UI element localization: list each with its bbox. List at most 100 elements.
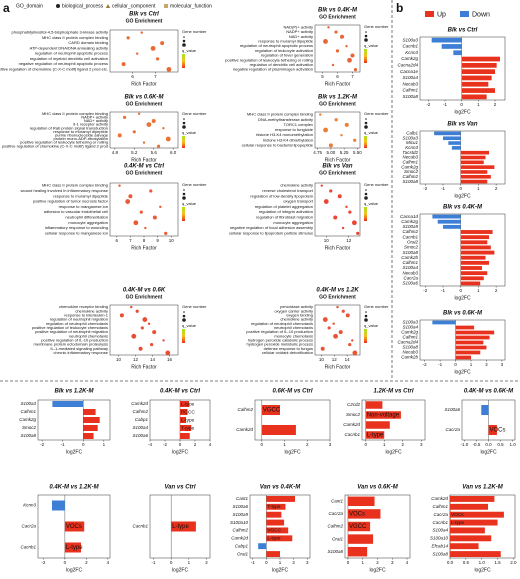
bar	[83, 425, 98, 431]
gene-label: Calhm2	[327, 524, 343, 529]
color-legend-bar	[364, 329, 367, 343]
x-tick-label: 2	[306, 442, 309, 447]
dot	[126, 36, 130, 40]
bar-label: VGCC	[349, 524, 367, 530]
x-tick-label: 0	[82, 442, 85, 447]
gene-label: Cacnb1	[344, 432, 360, 437]
dot	[144, 226, 147, 230]
size-legend-marker	[182, 43, 186, 47]
chart-title: Blk vs 1.2K-M	[318, 95, 358, 101]
dot	[336, 305, 339, 309]
term-label: positive regulation of chemokine (C-X-C …	[2, 143, 108, 148]
bar	[455, 325, 475, 330]
dot	[323, 127, 328, 133]
x-tick-label: 10	[319, 357, 325, 362]
chart-title: Blk vs Van	[322, 164, 352, 170]
dot	[140, 31, 143, 34]
bar	[460, 179, 488, 184]
gene-label: Cant1	[331, 498, 344, 503]
term-label: ATP-dependent DNA/DNA annealing activity	[30, 45, 108, 50]
x-axis-label: log2FC	[385, 449, 402, 455]
bar	[461, 69, 495, 75]
size-legend-marker	[364, 34, 368, 38]
term-label: adhesion to vascular endothelial cell	[44, 209, 108, 214]
x-tick-label: 1.0	[509, 442, 516, 447]
term-label: TORC1 complex	[284, 122, 314, 127]
size-legend-marker	[182, 39, 186, 43]
size-legend-marker	[182, 196, 186, 200]
bar	[455, 330, 495, 335]
size-legend-marker	[183, 311, 185, 313]
size-legend-title: Gene number	[364, 304, 389, 309]
bar	[83, 433, 94, 439]
x-axis-label: Rich Factor	[131, 364, 157, 370]
x-axis-label: log2FC	[172, 449, 189, 455]
bar	[460, 150, 490, 155]
size-legend-marker	[364, 38, 368, 42]
x-tick-label: 5.2	[131, 150, 138, 155]
x-axis-label: Rich Factor	[325, 81, 351, 87]
dot	[135, 309, 139, 313]
bar	[460, 255, 486, 260]
bar	[432, 320, 456, 325]
x-tick-label: 14	[345, 357, 351, 362]
term-label: regulation of platelet aggregation	[255, 204, 313, 209]
gene-label: Cacr2a	[445, 427, 460, 432]
plot-frame	[109, 111, 179, 149]
bar	[365, 421, 390, 429]
bar-label: L-type	[451, 520, 464, 526]
chart: Blk vs 1.2K-MGO Enrichment 4.75 5.00 5.25 5.…	[242, 95, 390, 164]
bar	[461, 56, 500, 62]
term-label: membrane protein ectodomain proteolysis	[34, 342, 108, 347]
gene-label: S100a8	[402, 94, 418, 99]
x-tick-label: 3	[306, 560, 309, 565]
term-label: NAD(P)+ activity	[284, 24, 313, 29]
size-legend-marker	[364, 121, 368, 125]
gene-label: S100a8	[327, 549, 343, 554]
bar	[347, 521, 371, 532]
term-label: positive regulation of leukocyte tetheri…	[20, 140, 108, 145]
gene-label: Calhm2	[402, 229, 418, 234]
bar-label: VOCs	[66, 524, 82, 530]
bar-label: L-type	[181, 401, 195, 407]
dot	[332, 322, 335, 325]
chart-subtitle: GO Enrichment	[319, 101, 356, 107]
gene-label: S100a9	[232, 512, 248, 517]
x-axis-label: Rich Factor	[325, 245, 351, 251]
x-tick-label: 10	[324, 238, 330, 243]
bar	[83, 417, 100, 423]
dot	[117, 133, 122, 138]
gene-label: Cant1	[236, 496, 249, 501]
bar	[180, 401, 189, 407]
color-legend-bar	[182, 207, 185, 221]
x-tick-label: 0	[170, 560, 173, 565]
legend-label: biological_process	[62, 3, 104, 9]
bar	[431, 37, 462, 43]
term-label: regulation of Rab protein signal transdu…	[30, 125, 108, 130]
x-tick-label: -1	[152, 560, 156, 565]
bar	[52, 401, 84, 407]
gene-label: Calhm1	[432, 504, 448, 509]
x-tick-label: 2	[85, 560, 88, 565]
term-label: response to muramyl dipeptide	[258, 39, 313, 44]
dot	[122, 115, 127, 119]
gene-label: Camk2d	[131, 401, 148, 406]
gene-label: Smoc2	[404, 245, 419, 250]
plot-frame	[361, 399, 426, 441]
term-label: cellular response to bacterial lipopepti…	[242, 142, 314, 147]
x-axis-label: Rich Factor	[131, 245, 157, 251]
dot	[152, 330, 157, 335]
x-tick-label: 0.0	[485, 442, 492, 447]
gene-label: S100a4	[402, 325, 418, 330]
bar	[461, 75, 492, 81]
panel-label: b	[396, 1, 403, 15]
x-tick-label: 2	[205, 560, 208, 565]
gene-label: Cabp1	[235, 543, 249, 548]
bar-label: VOCs	[451, 512, 464, 518]
gene-label: S100a8	[20, 433, 36, 438]
color-legend-title: q_value	[182, 323, 197, 328]
x-tick-label: 5.50	[353, 150, 362, 155]
chart-title: 0.4K-M vs 1.2K-M	[49, 485, 99, 491]
chart-subtitle: GO Enrichment	[126, 18, 163, 24]
